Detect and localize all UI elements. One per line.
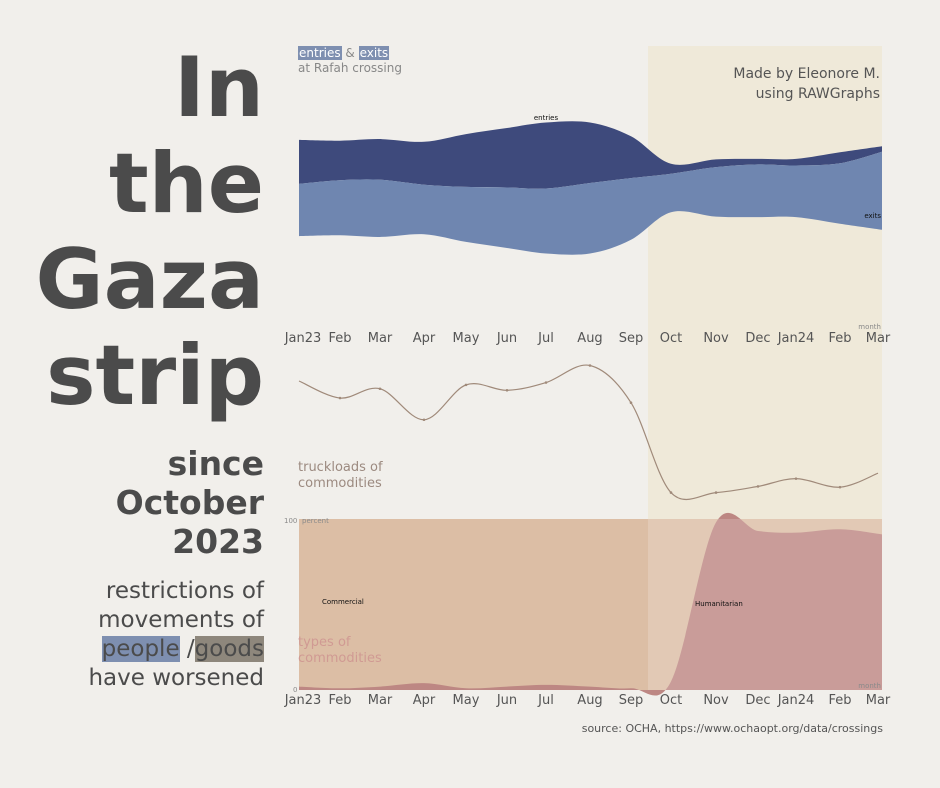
x-tick-label: Oct [660,331,682,346]
crossing-legend: entries & exits at Rafah crossing [298,46,402,76]
x-tick-label: Apr [413,331,436,346]
x-tick-label: Dec [745,693,770,708]
types-legend: types of commodities [298,635,382,667]
x-tick-label: Mar [866,331,891,346]
y-tick-100: 100 [284,517,297,525]
truckloads-point [465,384,468,387]
x-tick-label: May [453,331,480,346]
amp: & [342,46,359,60]
credit-line: using RAWGraphs [733,84,880,104]
truckloads-point [545,381,548,384]
trucks-legend-line: truckloads of [298,460,383,476]
x-tick-label: Jun [496,693,517,708]
y-axis-title: percent [302,517,329,525]
crossing-place: at Rafah crossing [298,61,402,76]
trucks-legend-line: commodities [298,476,383,492]
entries-tag: entries [298,46,342,60]
x-tick-label: Nov [703,331,729,346]
x-tick-label: Feb [328,693,351,708]
x-tick-label: Jun [496,331,517,346]
x-tick-label: Nov [703,693,729,708]
exits-label: exits [864,212,881,220]
x-tick-label: Aug [577,331,602,346]
truckloads-point [715,491,718,494]
entries-label: entries [534,114,559,122]
truckloads-point [379,387,382,390]
trucks-legend: truckloads of commodities [298,460,383,492]
x-tick-label: Sep [619,693,644,708]
x-tick-label: Jul [537,693,554,708]
x-tick-label: Mar [368,331,393,346]
x-tick-label: Apr [413,693,436,708]
axis-title-month: month [858,682,881,690]
x-tick-label: Oct [660,693,682,708]
x-tick-label: Feb [328,331,351,346]
truckloads-point [589,364,592,367]
x-tick-label: Jan24 [777,693,815,708]
truckloads-point [630,401,633,404]
truckloads-point [670,491,673,494]
x-tick-label: May [453,693,480,708]
credit: Made by Eleonore M. using RAWGraphs [733,64,880,104]
credit-line: Made by Eleonore M. [733,64,880,84]
truckloads-point [506,389,509,392]
x-tick-label: Dec [745,331,770,346]
truckloads-point [757,485,760,488]
x-tick-label: Feb [828,331,851,346]
highlight-overlay [648,519,882,690]
x-tick-label: Mar [866,693,891,708]
truckloads-point [795,477,798,480]
types-legend-line: commodities [298,651,382,667]
humanitarian-label: Humanitarian [695,600,743,608]
axis-title-month: month [858,323,881,331]
truckloads-point [339,397,342,400]
x-tick-label: Feb [828,693,851,708]
source-note: source: OCHA, https://www.ochaopt.org/da… [582,722,883,735]
x-tick-label: Aug [577,693,602,708]
truckloads-point [839,486,842,489]
x-tick-label: Jan23 [284,693,322,708]
x-tick-label: Jan23 [284,331,322,346]
x-tick-label: Mar [368,693,393,708]
exits-tag: exits [359,46,390,60]
x-tick-label: Jul [537,331,554,346]
types-legend-line: types of [298,635,382,651]
x-tick-label: Sep [619,331,644,346]
x-tick-label: Jan24 [777,331,815,346]
truckloads-point [423,418,426,421]
commercial-label: Commercial [322,598,364,606]
